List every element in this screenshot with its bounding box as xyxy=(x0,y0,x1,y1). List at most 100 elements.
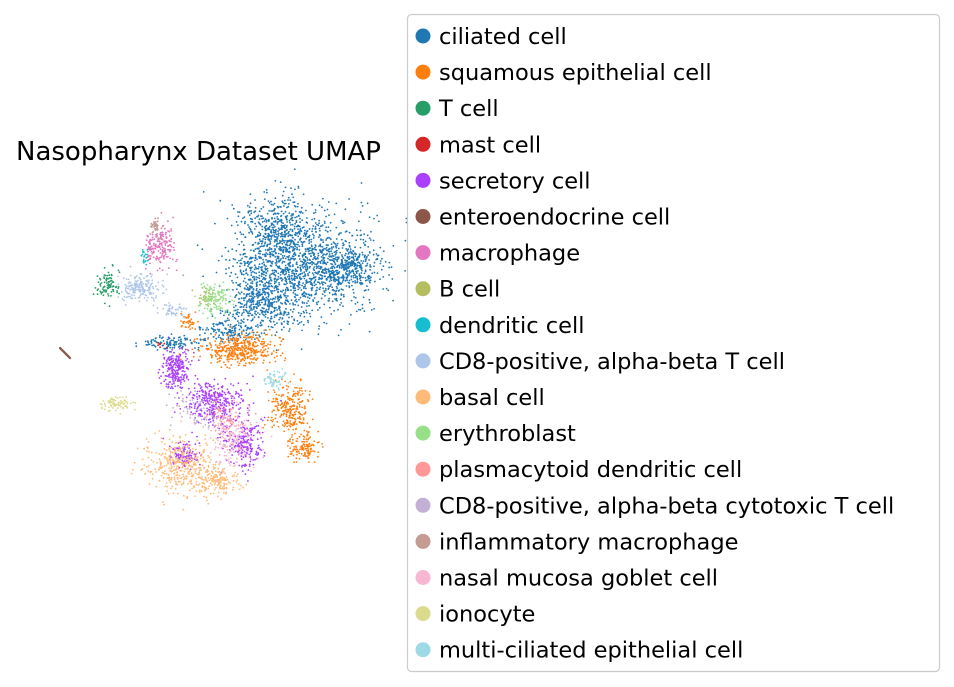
scatter-point xyxy=(242,309,245,311)
scatter-point xyxy=(158,368,161,371)
scatter-point xyxy=(314,257,317,260)
scatter-point xyxy=(198,412,201,415)
scatter-point xyxy=(255,345,258,348)
scatter-point xyxy=(285,307,287,310)
scatter-point xyxy=(172,448,175,451)
scatter-point xyxy=(306,261,309,264)
scatter-point xyxy=(263,198,266,201)
scatter-point xyxy=(283,241,286,244)
scatter-point xyxy=(306,268,309,271)
scatter-point xyxy=(202,275,205,278)
scatter-point xyxy=(267,317,269,319)
scatter-point xyxy=(225,350,228,353)
scatter-point xyxy=(281,352,284,355)
scatter-point xyxy=(157,257,159,260)
scatter-point xyxy=(153,251,155,254)
scatter-point xyxy=(226,334,229,337)
scatter-point xyxy=(179,353,182,356)
scatter-point xyxy=(179,379,182,382)
scatter-point xyxy=(369,281,371,284)
scatter-point xyxy=(236,308,239,311)
scatter-point xyxy=(327,268,330,270)
scatter-point xyxy=(266,235,269,238)
scatter-point xyxy=(335,297,338,300)
scatter-point xyxy=(258,266,260,268)
scatter-point xyxy=(368,275,371,278)
scatter-point xyxy=(334,278,337,281)
scatter-point xyxy=(287,256,290,259)
scatter-point xyxy=(182,343,185,345)
scatter-point xyxy=(242,364,245,367)
scatter-point xyxy=(235,337,238,339)
scatter-point xyxy=(268,248,271,251)
scatter-point xyxy=(273,234,276,236)
scatter-point xyxy=(239,283,242,285)
scatter-point xyxy=(211,398,214,401)
scatter-point xyxy=(237,224,239,227)
scatter-point xyxy=(231,348,234,351)
scatter-point xyxy=(193,394,196,397)
scatter-point xyxy=(104,274,107,277)
scatter-point xyxy=(270,285,273,287)
scatter-point xyxy=(255,334,257,336)
scatter-point xyxy=(298,417,301,420)
scatter-point xyxy=(334,253,337,256)
scatter-point xyxy=(285,406,287,409)
scatter-point xyxy=(314,276,317,278)
scatter-point xyxy=(267,391,269,393)
scatter-point xyxy=(283,226,286,229)
scatter-point xyxy=(337,278,340,280)
scatter-point xyxy=(272,320,275,323)
scatter-point xyxy=(241,349,244,352)
scatter-point xyxy=(271,222,273,225)
scatter-point xyxy=(303,438,305,441)
scatter-point xyxy=(174,376,177,379)
scatter-point xyxy=(298,389,301,392)
scatter-point xyxy=(268,210,270,212)
scatter-point xyxy=(238,394,241,397)
scatter-point xyxy=(252,402,255,404)
scatter-point xyxy=(291,315,293,318)
scatter-point xyxy=(188,319,191,322)
scatter-point xyxy=(277,291,279,294)
scatter-point xyxy=(246,407,249,410)
scatter-point xyxy=(287,196,290,199)
scatter-point xyxy=(261,441,264,443)
scatter-point xyxy=(289,221,291,224)
scatter-point xyxy=(284,243,287,246)
scatter-point xyxy=(244,345,247,348)
scatter-point xyxy=(250,303,253,306)
scatter-point xyxy=(296,320,299,322)
scatter-point xyxy=(275,243,278,246)
scatter-point xyxy=(307,400,310,403)
scatter-point xyxy=(313,280,316,283)
scatter-point xyxy=(172,378,174,380)
scatter-point xyxy=(340,276,342,279)
scatter-point xyxy=(156,307,159,309)
scatter-point xyxy=(287,321,290,323)
scatter-point xyxy=(292,285,295,287)
scatter-point xyxy=(234,330,237,333)
scatter-point xyxy=(177,453,180,455)
scatter-point xyxy=(308,312,311,315)
scatter-point xyxy=(304,389,307,392)
scatter-point xyxy=(307,438,309,441)
scatter-point xyxy=(146,285,148,288)
scatter-point xyxy=(165,288,168,291)
scatter-point xyxy=(309,452,312,454)
scatter-point xyxy=(300,433,302,436)
scatter-point xyxy=(142,293,145,296)
scatter-point xyxy=(155,341,158,344)
scatter-point xyxy=(224,410,227,412)
scatter-point xyxy=(287,203,290,205)
scatter-point xyxy=(109,276,111,279)
scatter-point xyxy=(184,348,187,351)
scatter-point xyxy=(165,362,168,364)
scatter-point xyxy=(271,218,273,220)
scatter-point xyxy=(285,217,288,220)
scatter-point xyxy=(125,287,127,290)
scatter-point xyxy=(297,394,299,396)
scatter-point xyxy=(231,338,234,341)
scatter-point xyxy=(316,286,318,289)
scatter-point xyxy=(251,331,254,334)
